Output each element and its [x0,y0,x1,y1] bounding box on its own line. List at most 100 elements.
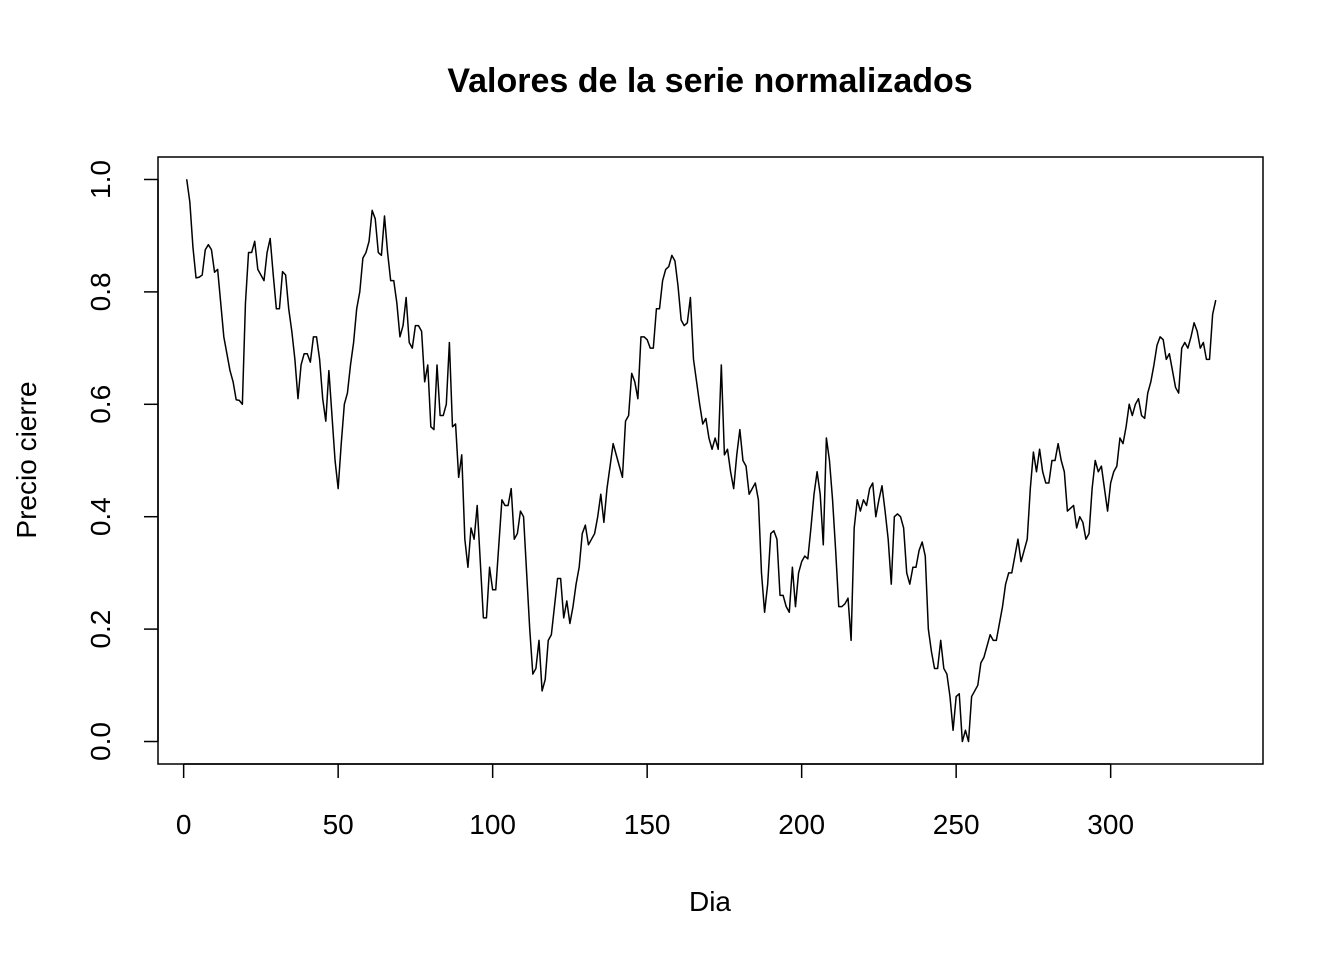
data-point [575,583,577,585]
data-point [946,673,948,675]
data-point [254,240,256,242]
data-point [541,690,543,692]
data-point [727,448,728,450]
data-point [1141,415,1143,417]
data-point [751,488,753,490]
data-point [655,308,657,310]
data-point [989,634,991,636]
data-point [940,639,942,641]
data-point [1110,482,1112,484]
data-point [1134,403,1136,405]
data-point [1017,538,1019,540]
data-points [186,178,1217,743]
data-point [297,398,299,400]
data-point [482,617,484,619]
data-point [1209,358,1211,360]
y-tick-label: 0.0 [85,722,116,761]
data-point [998,622,1000,624]
x-tick-label: 50 [323,809,354,840]
data-point [1069,507,1071,509]
data-point [1131,415,1133,417]
data-point [207,244,209,246]
data-point [683,325,685,327]
data-point [859,510,861,512]
data-point [1054,460,1056,461]
data-point [782,594,784,596]
data-point [343,403,345,405]
x-axis: 0 50 100 150 200 250 300 [176,763,1134,840]
data-point [248,252,250,254]
data-point [708,437,710,439]
data-point [767,583,769,585]
data-point [828,460,830,461]
data-point [1125,426,1127,428]
data-point [1156,344,1158,346]
data-point [835,549,837,551]
data-point [1162,339,1164,341]
data-point [584,524,586,526]
data-point [1039,448,1041,450]
data-point [621,476,623,478]
data-point [723,454,725,456]
data-point [788,611,790,613]
data-point [597,516,599,518]
data-point [189,201,191,203]
data-point [958,693,960,695]
data-point [992,639,994,641]
data-point [1014,555,1016,557]
data-point [581,533,583,535]
data-point [421,330,423,332]
data-point [612,443,614,445]
data-point [312,336,314,338]
data-point [316,336,318,338]
data-point [995,639,997,641]
data-point [643,336,645,338]
data-point [900,516,902,518]
data-point [309,361,311,363]
x-tick-label: 200 [778,809,825,840]
data-point [813,493,815,495]
data-point [1082,521,1084,523]
data-point [1165,358,1167,360]
data-point [427,364,429,366]
x-tick-label: 0 [176,809,192,840]
data-point [1159,336,1161,338]
data-point [937,667,939,669]
chart-title: Valores de la serie normalizados [447,62,972,100]
data-point [1147,392,1149,394]
data-point [210,249,212,251]
data-point [455,423,457,425]
data-point [325,420,327,422]
data-point [1045,482,1047,484]
data-point [214,271,216,273]
data-point [1122,443,1124,445]
data-point [430,426,432,428]
data-point [1181,347,1183,349]
data-point [822,544,824,546]
data-point [442,415,444,417]
data-point [473,538,475,540]
data-point [220,302,222,304]
data-point [689,297,691,299]
data-point [1128,403,1130,405]
data-point [921,541,923,543]
data-point [501,499,503,501]
data-point [649,347,651,349]
data-point [1119,437,1121,439]
data-point [628,415,630,417]
data-point [869,488,871,490]
data-point [696,381,698,383]
data-point [717,448,719,450]
data-point [445,403,447,405]
data-point [217,268,219,270]
data-point [677,285,679,287]
data-point [952,729,954,731]
data-point [847,597,849,599]
data-point [980,662,982,664]
data-point [890,583,892,585]
data-point [1032,451,1034,453]
data-point [516,533,518,535]
data-point [1137,398,1139,400]
data-point [578,566,580,568]
